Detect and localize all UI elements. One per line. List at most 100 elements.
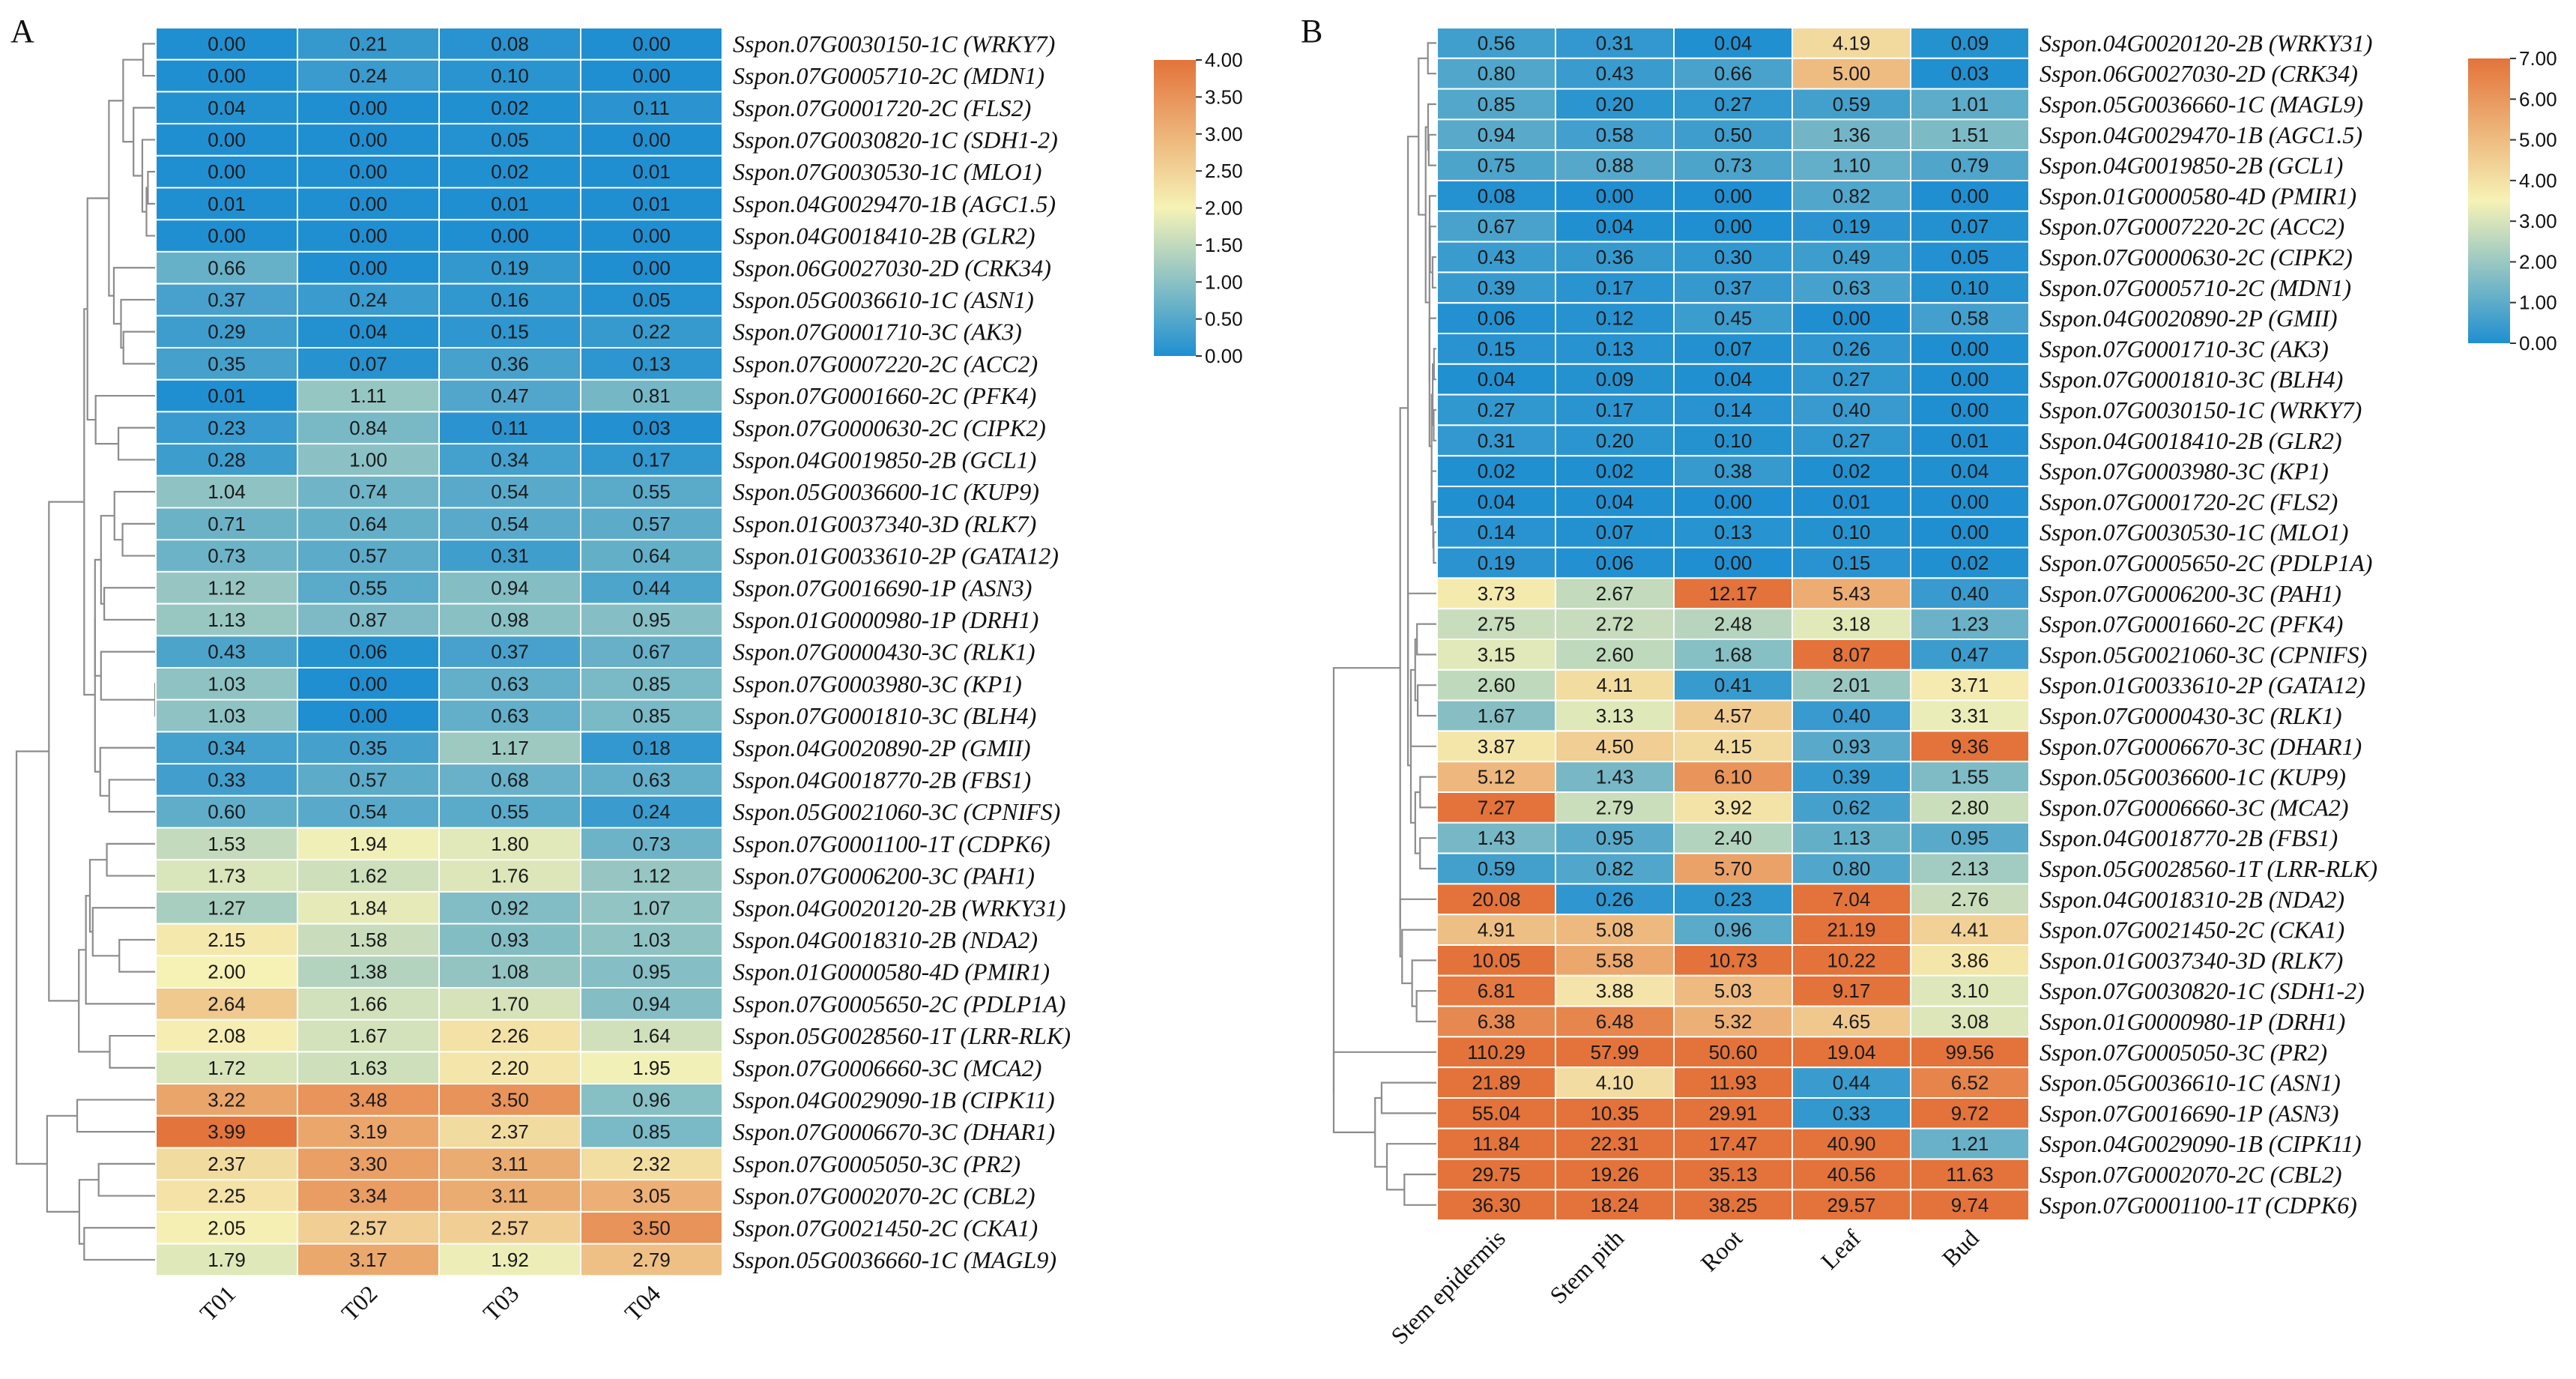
panel-a-cell-label-r3-c0: 0.00 [208, 128, 246, 151]
panel-a-cell-label-r32-c3: 1.95 [632, 1057, 671, 1079]
panel-a-cell-label-r27-c0: 1.27 [208, 896, 246, 919]
panel-a-cell-label-r27-c1: 1.84 [349, 896, 387, 919]
panel-b-cell-label-r32-c1: 6.48 [1596, 1010, 1634, 1033]
panel-b-cell-label-r14-c1: 0.02 [1596, 460, 1634, 483]
panel-b-cell-label-r10-c0: 0.15 [1478, 337, 1516, 360]
panel-b-cell-label-r26-c0: 1.43 [1478, 827, 1516, 849]
panel-b-cell-label-r1-c0: 0.80 [1478, 62, 1516, 85]
panel-a-cell-label-r6-c2: 0.00 [491, 225, 529, 247]
panel-b-row-label-sspon-07g0030820-1c-sdh1-2: Sspon.07G0030820-1C (SDH1-2) [2040, 977, 2365, 1004]
panel-a-cell-label-r34-c2: 2.37 [491, 1120, 529, 1143]
panel-a-cell-label-r29-c1: 1.38 [349, 961, 387, 983]
panel-a-cell-label-r38-c1: 3.17 [349, 1249, 387, 1271]
panel-a-cell-label-r8-c2: 0.16 [491, 289, 529, 311]
panel-a-cell-label-r10-c2: 0.36 [491, 352, 529, 375]
panel-b-cell-label-r30-c3: 10.22 [1827, 949, 1875, 971]
panel-b-cell-label-r24-c1: 1.43 [1596, 766, 1634, 788]
panel-b-dendrogram-branch-27 [1417, 991, 1437, 1022]
panel-b-row-label-sspon-04g0018410-2b-glr2: Sspon.04G0018410-2B (GLR2) [2040, 427, 2342, 454]
panel-a-cell-label-r2-c2: 0.02 [491, 97, 529, 119]
panel-a-cell-label-r0-c3: 0.00 [632, 32, 671, 55]
panel-a-cell-label-r33-c3: 0.96 [632, 1088, 671, 1111]
panel-b-row-label-sspon-01g0037340-3d-rlk7: Sspon.01G0037340-3D (RLK7) [2040, 947, 2343, 974]
panel-b-colorbar-tick-0: 7.00 [2519, 47, 2557, 70]
panel-b-cell-label-r19-c4: 1.23 [1951, 613, 1989, 636]
panel-a-cell-label-r10-c0: 0.35 [208, 352, 246, 375]
panel-b-row-label-sspon-07g0006670-3c-dhar1: Sspon.07G0006670-3C (DHAR1) [2040, 733, 2362, 760]
panel-b-cell-label-r6-c2: 0.00 [1714, 215, 1753, 238]
panel-a-dendrogram-branch-11 [96, 396, 156, 444]
panel-b-cell-label-r8-c2: 0.37 [1714, 277, 1753, 299]
panel-a-cell-label-r35-c3: 2.32 [632, 1153, 671, 1175]
panel-a-cell-label-r12-c3: 0.03 [632, 417, 671, 439]
panel-a-cell-label-r38-c2: 1.92 [491, 1249, 529, 1271]
panel-a-dendrogram-branch-30 [79, 950, 109, 1051]
panel-a-cell-label-r5-c0: 0.01 [208, 193, 246, 215]
panel-b-cell-label-r31-c1: 3.88 [1596, 980, 1634, 1002]
panel-b-colorbar-tick-7: 0.00 [2519, 332, 2557, 354]
panel-a-cell-label-r28-c0: 2.15 [208, 929, 246, 951]
panel-a-cell-label-r15-c1: 0.64 [349, 513, 387, 535]
panel-b-row-label-sspon-07g0016690-1p-asn3: Sspon.07G0016690-1P (ASN3) [2040, 1099, 2338, 1126]
panel-b-cell-label-r32-c2: 5.32 [1714, 1010, 1753, 1033]
panel-b-cell-label-r19-c2: 2.48 [1714, 613, 1753, 636]
panel-a-cell-label-r22-c0: 0.34 [208, 737, 246, 759]
panel-b-cell-label-r17-c3: 0.15 [1833, 552, 1871, 574]
panel-b-cell-label-r15-c2: 0.00 [1714, 490, 1753, 513]
panel-a-colorbar-tick-5: 1.50 [1205, 234, 1243, 256]
panel-a-cell-label-r30-c2: 1.70 [491, 992, 529, 1015]
panel-b-cell-label-r18-c3: 5.43 [1833, 582, 1871, 605]
panel-b-row-label-sspon-07g0005050-3c-pr2: Sspon.07G0005050-3C (PR2) [2040, 1039, 2327, 1066]
panel-b-cell-label-r14-c4: 0.04 [1951, 460, 1989, 483]
panel-label-b: B [1301, 13, 1322, 49]
panel-a-cell-label-r30-c0: 2.64 [208, 992, 246, 1015]
panel-b-cell-label-r11-c4: 0.00 [1951, 368, 1989, 390]
panel-b-dendrogram-branch-16 [1418, 58, 1427, 215]
panel-a-colorbar-tick-1: 3.50 [1205, 85, 1243, 108]
panel-a-cell-label-r37-c2: 2.57 [491, 1216, 529, 1239]
panel-b-cell-label-r3-c1: 0.58 [1596, 124, 1634, 146]
panel-b-row-label-sspon-01g0000980-1p-drh1: Sspon.01G0000980-1P (DRH1) [2040, 1008, 2345, 1035]
panel-b-cell-label-r24-c4: 1.55 [1951, 766, 1989, 788]
panel-a-cell-label-r12-c0: 0.23 [208, 417, 246, 439]
panel-b-cell-label-r34-c0: 21.89 [1472, 1072, 1520, 1094]
panel-b-cell-label-r16-c2: 0.13 [1714, 521, 1753, 543]
panel-b-cell-label-r27-c4: 2.13 [1951, 857, 1989, 880]
panel-b-cell-label-r24-c3: 0.39 [1833, 766, 1871, 788]
panel-b-cell-label-r15-c0: 0.04 [1478, 490, 1516, 513]
panel-b-row-label-sspon-07g0030530-1c-mlo1: Sspon.07G0030530-1C (MLO1) [2040, 519, 2348, 546]
panel-a-cell-label-r7-c1: 0.00 [349, 256, 387, 279]
panel-a-cell-label-r33-c1: 3.48 [349, 1088, 387, 1111]
panel-a-cell-label-r36-c0: 2.25 [208, 1185, 246, 1207]
panel-b-cell-label-r26-c4: 0.95 [1951, 827, 1989, 849]
panel-b-cell-label-r27-c3: 0.80 [1833, 857, 1871, 880]
panel-a-cell-label-r34-c0: 3.99 [208, 1120, 246, 1143]
panel-a-cell-label-r27-c3: 1.07 [632, 896, 671, 919]
panel-a-row-label-sspon-07g0000430-3c-rlk1: Sspon.07G0000430-3C (RLK1) [733, 639, 1035, 666]
panel-b-cell-label-r14-c2: 0.38 [1714, 460, 1753, 483]
panel-b-cell-label-r30-c2: 10.73 [1708, 949, 1757, 971]
panel-a-row-label-sspon-05g0036610-1c-asn1: Sspon.05G0036610-1C (ASN1) [733, 286, 1034, 313]
panel-a-cell-label-r5-c1: 0.00 [349, 193, 387, 215]
panel-b-row-label-sspon-05g0036610-1c-asn1: Sspon.05G0036610-1C (ASN1) [2040, 1069, 2341, 1096]
panel-b-colorbar-tick-4: 3.00 [2519, 210, 2557, 232]
panel-a-dendrogram-branch-29 [110, 1036, 156, 1068]
panel-b-cell-label-r15-c4: 0.00 [1951, 490, 1989, 513]
panel-a-cell-label-r3-c2: 0.05 [491, 128, 529, 151]
panel-b-dendrogram-branch-33 [1404, 1174, 1437, 1205]
panel-b-dendrogram-branch-32 [1382, 1083, 1437, 1114]
panel-b-cell-label-r21-c1: 4.11 [1597, 674, 1633, 696]
panel-b-cell-label-r32-c4: 3.08 [1951, 1010, 1989, 1033]
panel-b-cell-label-r10-c1: 0.13 [1596, 337, 1634, 360]
panel-a-cell-label-r21-c2: 0.63 [491, 704, 529, 727]
panel-b-cell-label-r35-c0: 55.04 [1472, 1102, 1520, 1124]
panel-b-row-label-sspon-04g0019850-2b-gcl1: Sspon.04G0019850-2B (GCL1) [2040, 152, 2343, 179]
panel-b-cell-label-r2-c3: 0.59 [1833, 93, 1871, 115]
panel-b-cell-label-r32-c0: 6.38 [1478, 1010, 1516, 1033]
panel-a-cell-label-r23-c0: 0.33 [208, 768, 246, 791]
panel-b-cell-label-r5-c4: 0.00 [1951, 184, 1989, 207]
panel-a-cell-label-r17-c3: 0.44 [632, 576, 671, 599]
panel-b-row-label-sspon-04g0029090-1b-cipk11: Sspon.04G0029090-1B (CIPK11) [2040, 1130, 2362, 1157]
panel-b-cell-label-r1-c4: 0.03 [1951, 62, 1989, 85]
